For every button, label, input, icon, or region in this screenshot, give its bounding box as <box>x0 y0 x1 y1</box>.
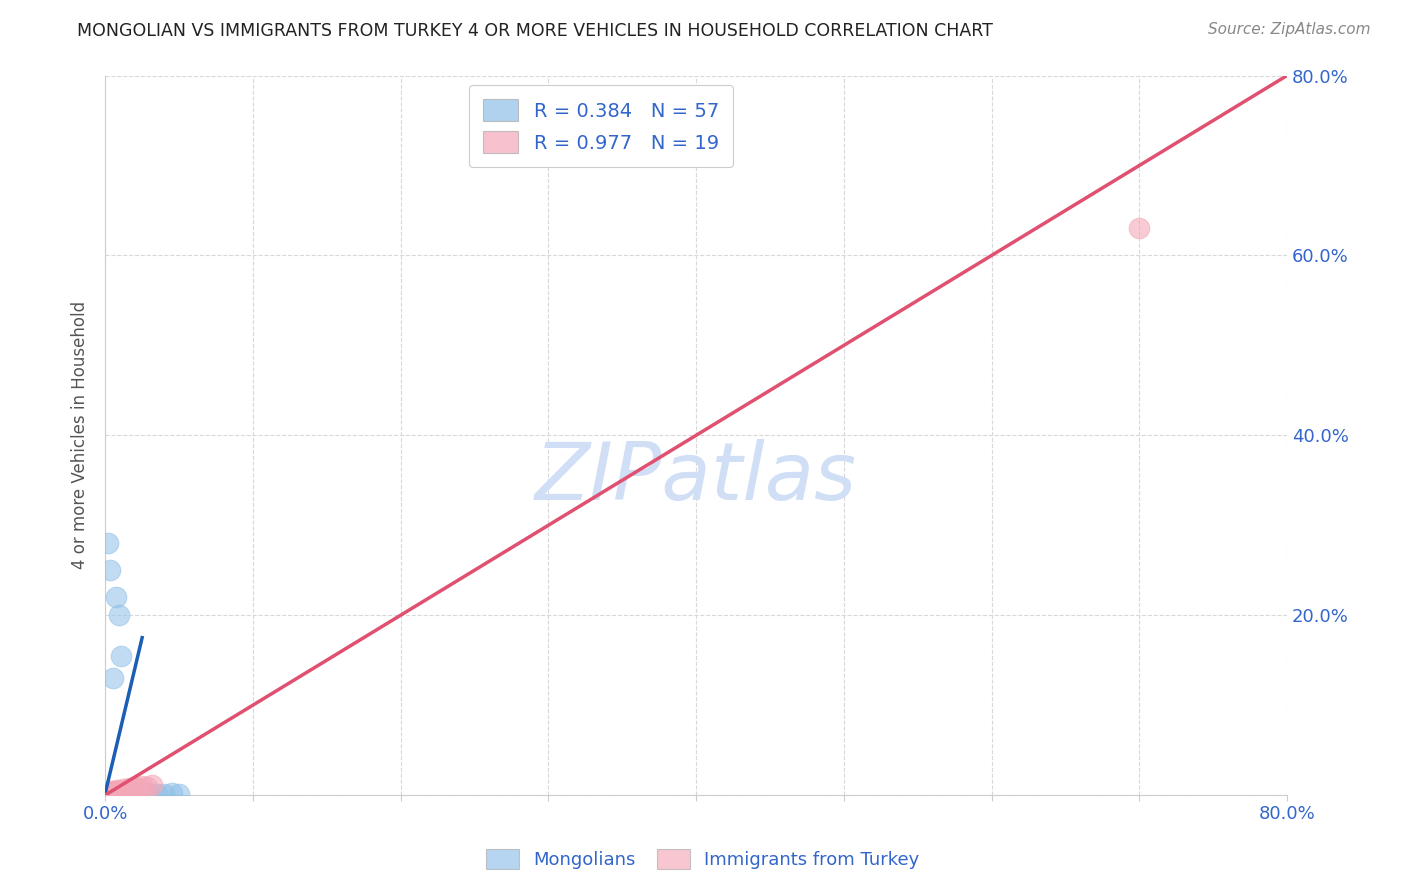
Point <box>167 787 190 801</box>
Point <box>110 648 132 663</box>
Point <box>138 787 160 801</box>
Point <box>118 787 141 801</box>
Point <box>97 786 120 800</box>
Point <box>96 786 118 800</box>
Point <box>141 778 163 792</box>
Point <box>108 786 131 800</box>
Legend: R = 0.384   N = 57, R = 0.977   N = 19: R = 0.384 N = 57, R = 0.977 N = 19 <box>470 86 733 167</box>
Point <box>96 786 118 800</box>
Point <box>101 787 124 801</box>
Point <box>98 786 121 800</box>
Point <box>101 785 124 799</box>
Point <box>101 786 124 800</box>
Point <box>115 787 138 801</box>
Text: Source: ZipAtlas.com: Source: ZipAtlas.com <box>1208 22 1371 37</box>
Point <box>105 786 128 800</box>
Point <box>96 787 118 801</box>
Point <box>118 780 141 795</box>
Point <box>153 787 176 801</box>
Point <box>132 787 155 801</box>
Point <box>98 787 121 801</box>
Point <box>104 590 127 604</box>
Point <box>101 671 124 685</box>
Y-axis label: 4 or more Vehicles in Household: 4 or more Vehicles in Household <box>72 301 89 569</box>
Point <box>135 780 157 794</box>
Point <box>110 787 132 801</box>
Point <box>124 787 146 801</box>
Point <box>111 781 134 796</box>
Point <box>104 784 127 798</box>
Point <box>96 787 118 801</box>
Point <box>104 787 127 801</box>
Point <box>96 787 118 801</box>
Point <box>1128 221 1150 235</box>
Point <box>160 786 183 800</box>
Point <box>111 787 134 801</box>
Legend: Mongolians, Immigrants from Turkey: Mongolians, Immigrants from Turkey <box>478 839 928 879</box>
Point <box>121 787 143 801</box>
Point <box>105 787 128 801</box>
Point <box>100 787 122 801</box>
Point <box>97 536 120 550</box>
Point <box>97 787 120 801</box>
Point <box>121 781 143 796</box>
Point <box>103 786 125 800</box>
Point <box>98 787 121 801</box>
Text: MONGOLIAN VS IMMIGRANTS FROM TURKEY 4 OR MORE VEHICLES IN HOUSEHOLD CORRELATION : MONGOLIAN VS IMMIGRANTS FROM TURKEY 4 OR… <box>77 22 993 40</box>
Point <box>117 786 139 800</box>
Point <box>100 786 122 800</box>
Point <box>96 787 118 801</box>
Point <box>112 786 135 800</box>
Point <box>127 787 149 801</box>
Point <box>103 787 125 801</box>
Point <box>120 786 142 800</box>
Point <box>129 786 152 800</box>
Point <box>98 786 121 800</box>
Text: ZIPatlas: ZIPatlas <box>536 440 858 517</box>
Point <box>108 787 131 801</box>
Point <box>97 787 120 801</box>
Point <box>97 787 120 801</box>
Point <box>146 787 169 801</box>
Point <box>96 787 118 801</box>
Point <box>100 787 122 801</box>
Point <box>108 783 131 797</box>
Point <box>122 786 145 800</box>
Point <box>115 782 138 797</box>
Point <box>100 784 122 798</box>
Point <box>131 779 153 793</box>
Point <box>107 608 129 623</box>
Point <box>135 786 157 800</box>
Point <box>98 563 121 577</box>
Point <box>98 787 121 801</box>
Point <box>97 785 120 799</box>
Point <box>105 782 128 797</box>
Point <box>107 787 129 801</box>
Point <box>124 780 146 794</box>
Point <box>96 787 118 801</box>
Point <box>96 786 118 800</box>
Point <box>103 783 125 797</box>
Point <box>104 786 127 800</box>
Point <box>101 787 124 801</box>
Point <box>127 780 149 795</box>
Point <box>97 787 120 801</box>
